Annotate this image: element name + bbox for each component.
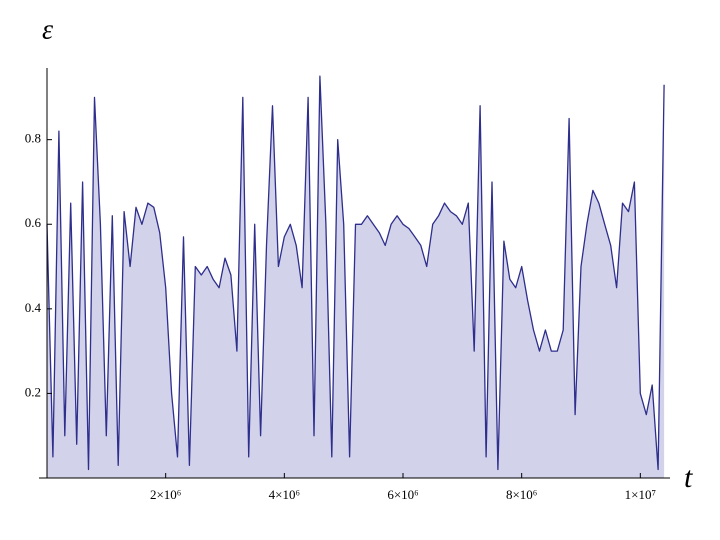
y-tick-label: 0.8 (25, 131, 41, 146)
y-tick-label: 0.4 (25, 300, 42, 315)
y-tick-label: 0.6 (25, 215, 42, 230)
x-tick-label: 8×10⁶ (506, 487, 537, 502)
x-tick-label: 1×10⁷ (625, 487, 656, 502)
x-tick-label: 4×10⁶ (269, 487, 300, 502)
x-tick-label: 2×10⁶ (150, 487, 181, 502)
data-line (46, 75, 665, 471)
area-fill (47, 76, 665, 478)
y-axis-label: ε (42, 14, 53, 45)
y-tick-label: 0.2 (25, 384, 41, 399)
x-axis-label: t (684, 461, 693, 494)
x-tick-label: 6×10⁶ (387, 487, 418, 502)
